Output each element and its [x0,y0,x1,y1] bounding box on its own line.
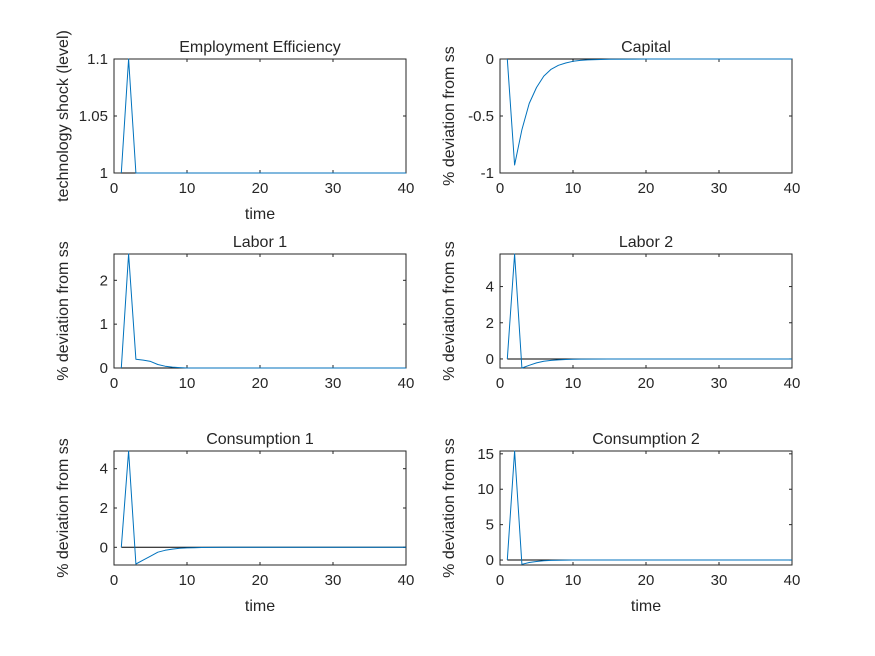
axes-frame [113,253,407,369]
y-axis-label: technology shock (level) [55,30,72,202]
axes-frame [113,450,407,566]
subplot-title: Capital [621,39,671,56]
series-line [120,253,406,369]
x-tick-label: 10 [565,375,582,392]
x-tick-label: 0 [496,572,504,589]
y-tick-label: -1 [481,165,494,182]
x-tick-label: 40 [398,375,415,392]
y-tick-label: 1 [100,165,108,182]
series-line [120,58,406,174]
y-tick-label: 0 [100,539,108,556]
subplot-5: 0 10 20 30 40 0 2 4 Consumption 1 time % deviation… [55,431,414,615]
y-tick-label: 0 [486,552,494,569]
y-tick-label: 1.1 [87,51,108,68]
subplot-2: 0 10 20 30 40 -1 -0.5 0 Capital % deviation from … [441,39,800,197]
x-tick-label: 40 [398,572,415,589]
subplot-title: Consumption 1 [206,431,314,448]
x-tick-label: 0 [110,572,118,589]
y-tick-label: 15 [477,446,494,463]
subplot-title: Labor 2 [619,234,673,251]
x-axis-label: time [631,598,661,615]
axes-frame [499,450,793,566]
y-axis-label: % deviation from ss [441,46,458,186]
x-tick-label: 30 [325,180,342,197]
x-tick-label: 0 [110,375,118,392]
series-line [506,253,792,369]
series-line [506,450,792,565]
subplot-3: 0 10 20 30 40 0 1 2 Labor 1 % deviation from ss [55,234,414,392]
x-tick-label: 10 [179,375,196,392]
axes-frame [499,253,793,369]
x-tick-label: 30 [711,375,728,392]
subplot-4: 0 10 20 30 40 0 2 4 Labor 2 % deviation from ss [441,234,800,392]
y-axis-label: % deviation from ss [441,241,458,381]
y-tick-label: 0 [486,51,494,68]
y-tick-label: 1.05 [79,108,108,125]
y-tick-label: 1 [100,316,108,333]
x-axis-label: time [245,598,275,615]
x-tick-label: 30 [325,375,342,392]
subplot-6: 0 10 20 30 40 0 5 10 15 Consumption 2 time % deviat… [441,431,800,615]
y-tick-label: -0.5 [468,108,494,125]
y-axis-label: % deviation from ss [55,438,72,578]
y-tick-label: 2 [100,272,108,289]
y-tick-label: 10 [477,481,494,498]
x-tick-label: 10 [179,180,196,197]
x-axis-label: time [245,206,275,223]
x-tick-label: 40 [784,375,801,392]
series-line [120,450,406,565]
y-axis-label: % deviation from ss [441,438,458,578]
x-tick-label: 0 [496,375,504,392]
y-tick-label: 2 [486,315,494,332]
x-tick-label: 20 [252,572,269,589]
x-tick-label: 20 [252,180,269,197]
y-tick-label: 0 [486,351,494,368]
y-tick-label: 5 [486,517,494,534]
x-tick-label: 20 [638,180,655,197]
y-tick-label: 4 [100,461,108,478]
subplot-title: Employment Efficiency [179,39,341,56]
x-tick-label: 20 [638,572,655,589]
x-tick-label: 30 [325,572,342,589]
x-tick-label: 40 [398,180,415,197]
x-tick-label: 20 [252,375,269,392]
x-tick-label: 0 [110,180,118,197]
subplot-title: Consumption 2 [592,431,700,448]
subplot-title: Labor 1 [233,234,287,251]
y-axis-label: % deviation from ss [55,241,72,381]
x-tick-label: 40 [784,180,801,197]
y-tick-label: 0 [100,360,108,377]
y-tick-label: 4 [486,279,494,296]
x-tick-label: 20 [638,375,655,392]
y-tick-label: 2 [100,500,108,517]
x-tick-label: 10 [179,572,196,589]
axes-frame [113,58,407,174]
x-tick-label: 30 [711,572,728,589]
x-tick-label: 30 [711,180,728,197]
subplot-1: 0 10 20 30 40 1 1.05 1.1 Employment Efficiency ti… [55,30,414,223]
x-tick-label: 10 [565,180,582,197]
x-tick-label: 40 [784,572,801,589]
x-tick-label: 10 [565,572,582,589]
series-line [506,58,792,166]
x-tick-label: 0 [496,180,504,197]
